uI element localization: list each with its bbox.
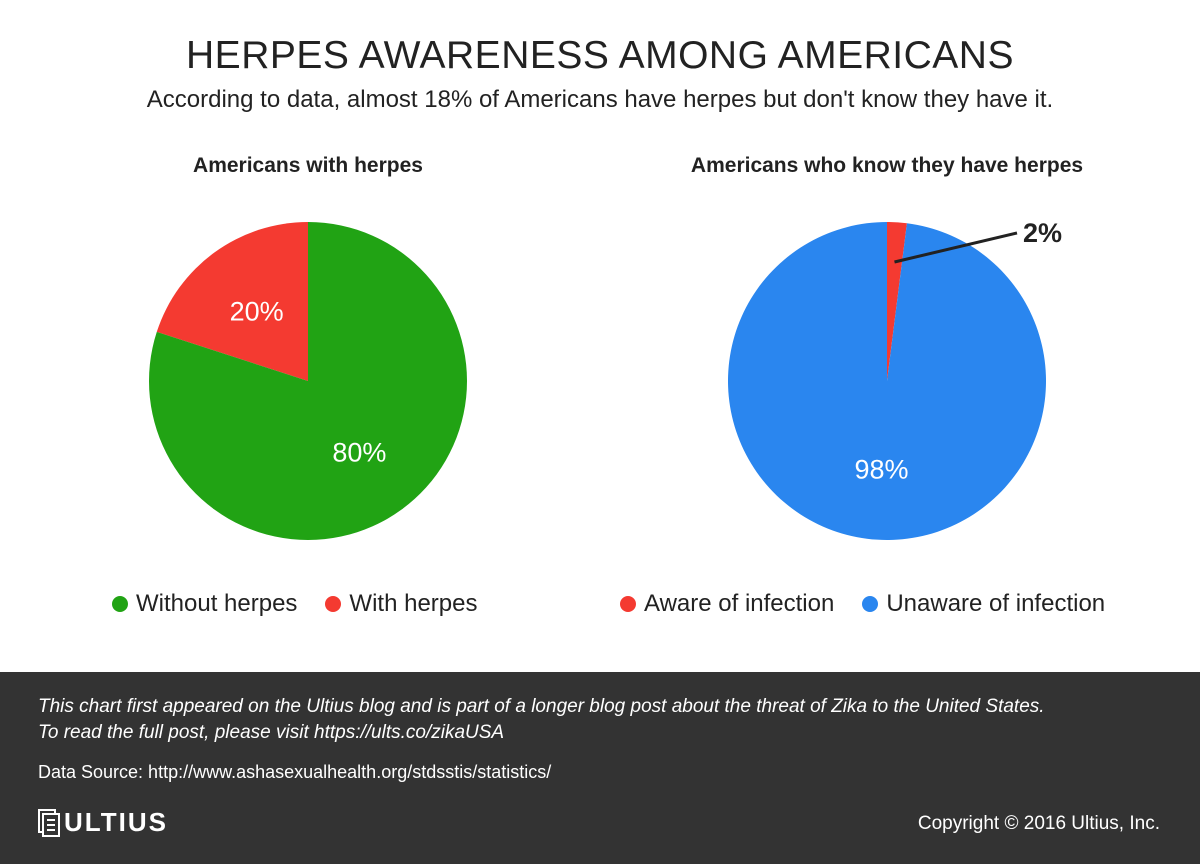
- legend-label: Aware of infection: [644, 590, 835, 617]
- footer-note-line-2: To read the full post, please visit http…: [38, 722, 505, 743]
- page-title: HERPES AWARENESS AMONG AMERICANS: [186, 34, 1014, 77]
- ultius-logo-text: ULTIUS: [64, 807, 168, 837]
- legend-item-without-herpes: Without herpes: [112, 590, 297, 618]
- legend-item-with-herpes: With herpes: [325, 590, 477, 618]
- legend-item-aware: Aware of infection: [620, 590, 834, 618]
- legend-label: Unaware of infection: [886, 590, 1106, 617]
- legend-know-herpes: Aware of infection Unaware of infection: [620, 590, 1105, 618]
- ultius-logo: ULTIUS: [38, 807, 168, 838]
- chart-title-know-herpes: Americans who know they have herpes: [690, 154, 1084, 177]
- pie-label-without-herpes: 80%: [332, 438, 386, 468]
- pie-charts: 80% 20% 2% 98%: [149, 218, 1062, 540]
- pie-label-with-herpes: 20%: [230, 296, 284, 326]
- legend-swatch-unaware: [862, 596, 879, 612]
- pie-slice-without-herpes: [149, 222, 467, 540]
- footer-note: This chart first appeared on the Ultius …: [38, 694, 1168, 746]
- legend-swatch-without-herpes: [112, 596, 128, 612]
- pie-label-aware-of-infection: 2%: [1023, 218, 1062, 248]
- footer: This chart first appeared on the Ultius …: [0, 672, 1200, 864]
- pie-leader-line: [894, 231, 1018, 264]
- legend-with-herpes: Without herpes With herpes: [112, 590, 477, 618]
- page-subtitle: According to data, almost 18% of America…: [146, 86, 1054, 113]
- ultius-logo-icon: [38, 808, 60, 837]
- pie-slice-with-herpes: [156, 222, 308, 381]
- copyright: Copyright © 2016 Ultius, Inc.: [917, 813, 1160, 834]
- legend-item-unaware: Unaware of infection: [862, 590, 1105, 618]
- pie-slice-unaware-of-infection: [727, 222, 1046, 540]
- legend-label: With herpes: [349, 590, 478, 617]
- footer-note-line-1: This chart first appeared on the Ultius …: [38, 696, 1045, 717]
- pie-label-unaware-of-infection: 98%: [854, 454, 908, 484]
- legend-swatch-aware: [620, 596, 636, 612]
- chart-title-with-herpes: Americans with herpes: [193, 154, 423, 177]
- data-source: Data Source: http://www.ashasexualhealth…: [38, 762, 552, 782]
- legend-swatch-with-herpes: [325, 596, 342, 612]
- legend-label: Without herpes: [136, 590, 298, 617]
